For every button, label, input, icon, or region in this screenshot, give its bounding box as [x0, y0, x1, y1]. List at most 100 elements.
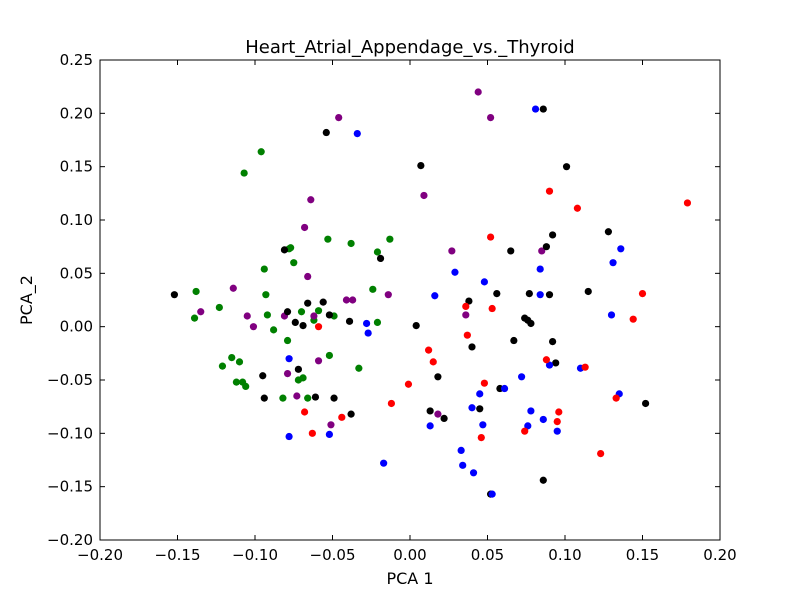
data-point: [524, 422, 532, 430]
data-point: [228, 354, 236, 362]
data-point: [462, 302, 470, 310]
data-point: [553, 427, 561, 435]
data-point: [380, 459, 388, 467]
data-point: [476, 390, 484, 398]
data-point: [597, 450, 605, 458]
data-point: [420, 191, 428, 200]
y-tick-label: 0.10: [60, 211, 93, 229]
data-point: [330, 394, 338, 402]
data-point: [479, 421, 487, 429]
y-tick-label: −0.10: [47, 424, 93, 442]
data-point: [324, 235, 332, 243]
x-tick-label: 0.00: [393, 546, 426, 564]
data-point: [527, 319, 535, 328]
data-point: [457, 446, 465, 454]
data-point: [521, 427, 529, 435]
data-point: [451, 268, 459, 276]
data-point: [262, 291, 270, 299]
data-point: [235, 358, 244, 366]
data-point: [373, 248, 382, 256]
x-tick-label: 0.05: [471, 546, 504, 564]
data-point: [263, 311, 271, 319]
data-point: [493, 290, 501, 298]
data-point: [229, 284, 237, 292]
data-point: [314, 357, 323, 365]
x-tick-label: 0.10: [548, 546, 581, 564]
data-point: [465, 297, 473, 305]
data-point: [604, 228, 613, 236]
data-point: [431, 292, 439, 300]
data-point: [283, 370, 292, 378]
data-point: [542, 356, 551, 364]
data-point: [518, 373, 526, 381]
data-point: [347, 239, 355, 248]
data-point: [573, 204, 582, 212]
data-point: [474, 88, 482, 96]
data-point: [553, 418, 561, 426]
data-point: [612, 394, 620, 402]
data-point: [314, 323, 323, 331]
data-point: [243, 312, 251, 320]
data-point: [459, 461, 467, 469]
data-point: [283, 336, 292, 345]
data-point: [279, 394, 287, 402]
data-point: [555, 408, 563, 416]
axis-ticks: −0.20 −0.15 −0.10 −0.05 0.00 0.05 0.10 0.15 0.20…: [47, 51, 737, 564]
data-point: [285, 355, 293, 363]
data-point: [369, 285, 377, 293]
data-point: [426, 407, 434, 415]
data-point: [476, 405, 484, 413]
data-point: [386, 235, 394, 243]
data-point: [525, 290, 533, 298]
data-point: [480, 379, 488, 387]
data-point: [629, 315, 637, 323]
data-point: [363, 319, 371, 328]
y-tick-label: 0.15: [60, 158, 93, 176]
data-point: [190, 314, 199, 322]
data-point: [552, 359, 560, 367]
data-point: [294, 365, 302, 373]
data-point: [477, 434, 485, 442]
data-point: [280, 246, 289, 254]
data-point: [307, 196, 315, 204]
data-point: [448, 247, 456, 255]
data-point: [270, 326, 278, 334]
y-tick-label: 0.05: [60, 264, 93, 282]
data-point: [218, 362, 227, 370]
data-point: [487, 114, 495, 122]
x-tick-label: 0.15: [626, 546, 659, 564]
y-axis-label: PCA_2: [17, 275, 37, 325]
data-point: [480, 278, 488, 286]
data-point: [197, 308, 205, 316]
x-tick-label: −0.15: [155, 546, 201, 564]
data-point: [322, 128, 330, 137]
data-point: [325, 430, 333, 438]
data-point: [242, 382, 250, 390]
data-point: [297, 308, 306, 316]
data-point: [507, 247, 515, 255]
data-point: [285, 432, 293, 441]
data-point: [469, 469, 478, 477]
data-point: [301, 223, 309, 232]
data-point: [342, 296, 351, 304]
y-tick-label: 0.00: [60, 318, 93, 336]
data-point: [440, 414, 448, 422]
data-point: [683, 199, 692, 207]
data-point: [584, 287, 592, 296]
data-point: [349, 296, 357, 304]
data-point: [170, 291, 178, 299]
data-point: [426, 422, 434, 430]
data-point: [257, 148, 265, 156]
y-tick-label: 0.25: [60, 51, 93, 69]
data-point: [545, 187, 554, 195]
data-point: [232, 378, 240, 386]
data-point: [299, 322, 307, 330]
data-point: [355, 364, 363, 372]
data-point: [240, 169, 248, 177]
data-point: [488, 304, 496, 313]
chart-title: Heart_Atrial_Appendage_vs._Thyroid: [245, 37, 574, 58]
data-point: [345, 317, 354, 325]
data-point: [364, 329, 372, 337]
data-points: [170, 88, 692, 498]
data-point: [545, 291, 554, 299]
